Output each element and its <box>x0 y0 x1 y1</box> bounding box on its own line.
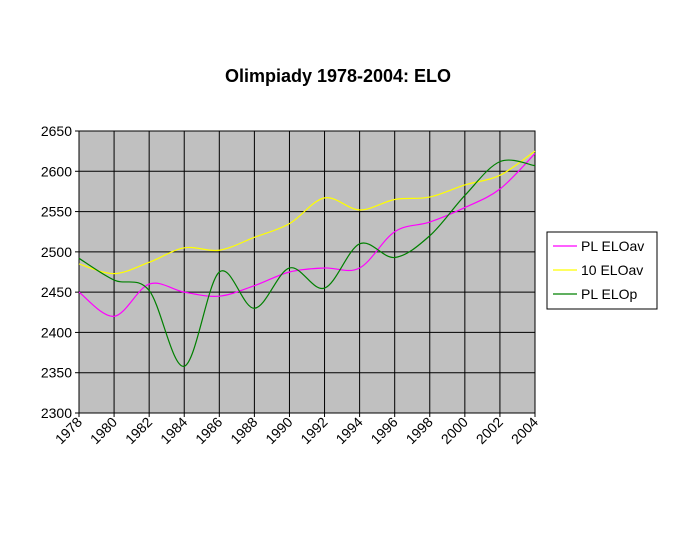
x-tick-label: 1980 <box>87 414 120 447</box>
x-tick-label: 2002 <box>473 414 506 447</box>
x-tick-label: 1982 <box>122 414 155 447</box>
y-tick-label: 2650 <box>41 123 72 139</box>
y-tick-label: 2450 <box>41 284 72 300</box>
x-tick-label: 1996 <box>367 414 400 447</box>
y-tick-label: 2500 <box>41 244 72 260</box>
x-tick-label: 1992 <box>297 414 330 447</box>
x-tick-label: 2004 <box>508 414 541 447</box>
x-tick-label: 1994 <box>332 414 365 447</box>
x-tick-label: 1986 <box>192 414 225 447</box>
legend-label: 10 ELOav <box>581 262 643 278</box>
y-tick-label: 2350 <box>41 365 72 381</box>
plot-area <box>78 130 536 414</box>
x-tick-label: 2000 <box>438 414 471 447</box>
series-line <box>78 150 536 275</box>
x-tick-label: 1998 <box>403 414 436 447</box>
legend-label: PL ELOav <box>581 238 644 254</box>
series-line <box>78 159 536 367</box>
chart-title: Olimpiady 1978-2004: ELO <box>225 66 451 86</box>
y-tick-label: 2400 <box>41 324 72 340</box>
x-tick-label: 1984 <box>157 414 190 447</box>
legend-label: PL ELOp <box>581 286 638 302</box>
x-tick-label: 1990 <box>262 414 295 447</box>
y-tick-label: 2600 <box>41 163 72 179</box>
y-tick-label: 2550 <box>41 204 72 220</box>
plot-border <box>78 130 536 414</box>
y-tick-label: 2300 <box>41 405 72 421</box>
series-line <box>78 153 536 317</box>
x-tick-label: 1988 <box>227 414 260 447</box>
